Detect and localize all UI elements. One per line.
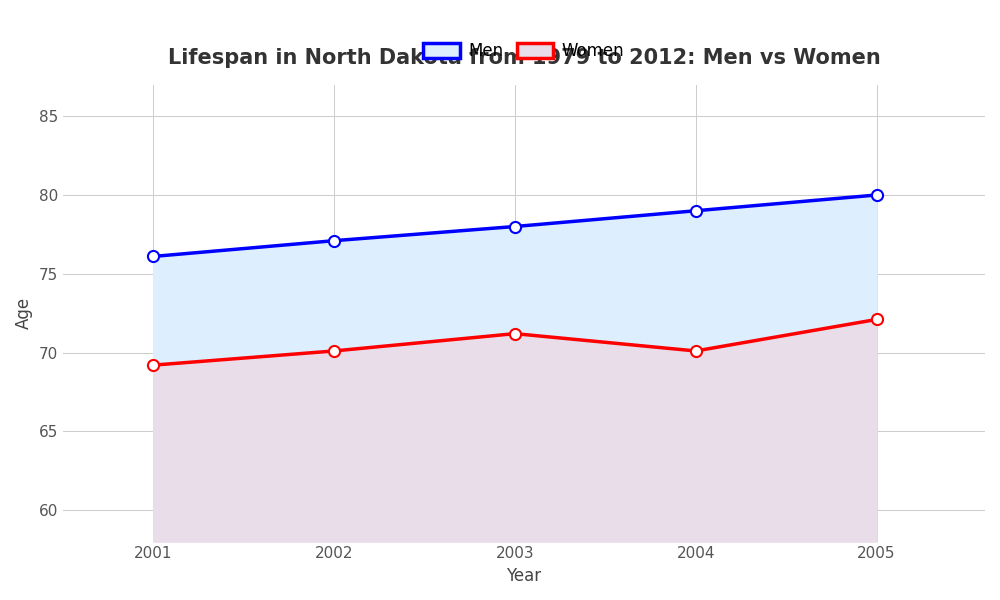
- Y-axis label: Age: Age: [15, 297, 33, 329]
- Title: Lifespan in North Dakota from 1979 to 2012: Men vs Women: Lifespan in North Dakota from 1979 to 20…: [168, 48, 880, 68]
- Legend: Men, Women: Men, Women: [415, 34, 633, 68]
- X-axis label: Year: Year: [506, 567, 541, 585]
